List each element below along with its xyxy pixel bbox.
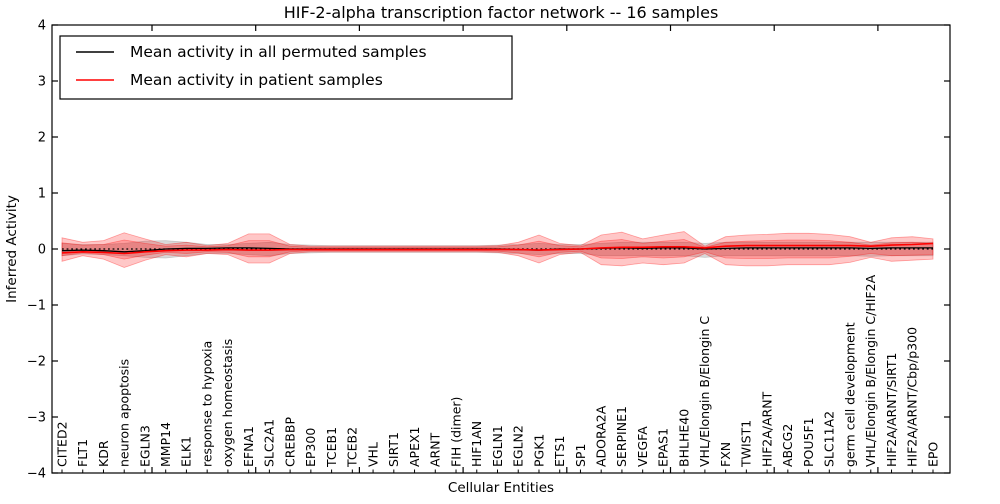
- x-category-label: EPAS1: [656, 428, 671, 467]
- x-category-label: FLT1: [75, 439, 90, 467]
- x-category-label: TCEB1: [324, 427, 339, 468]
- x-category-label: ELK1: [179, 436, 194, 467]
- y-tick-label: −1: [27, 299, 46, 314]
- x-category-label: EGLN1: [490, 425, 505, 467]
- x-category-label: HIF2A/ARNT: [759, 391, 774, 467]
- x-category-label: ADORA2A: [593, 405, 608, 467]
- x-category-label: ABCG2: [780, 424, 795, 467]
- series-line-patient: [61, 242, 934, 255]
- y-tick-label: −4: [27, 467, 46, 482]
- y-tick-label: 0: [38, 243, 46, 258]
- x-category-label: TWIST1: [739, 420, 754, 468]
- x-category-label: APEX1: [407, 426, 422, 467]
- x-category-label: SLC2A1: [262, 419, 277, 467]
- x-category-label: HIF2A/ARNT/Cbp/p300: [905, 327, 920, 467]
- x-category-label: EGLN2: [510, 425, 525, 467]
- x-category-label: FXN: [718, 442, 733, 467]
- y-tick-label: 3: [38, 75, 46, 90]
- x-category-label: POU5F1: [801, 417, 816, 467]
- x-category-label: germ cell development: [842, 322, 857, 467]
- x-category-label: HIF2A/ARNT/SIRT1: [884, 353, 899, 467]
- y-tick-labels: 4 3 2 1 0 −1 −2 −3 −4: [27, 19, 46, 482]
- axis-ticks: [52, 24, 950, 474]
- x-category-label: VEGFA: [635, 426, 650, 467]
- x-category-label: EPO: [925, 442, 940, 467]
- x-category-label: SP1: [573, 444, 588, 467]
- x-category-label: ETS1: [552, 436, 567, 467]
- legend: Mean activity in all permuted samples Me…: [59, 35, 513, 100]
- y-tick-label: 1: [38, 187, 46, 202]
- y-tick-label: −3: [27, 411, 46, 426]
- y-tick-label: 2: [38, 131, 46, 146]
- y-tick-label: −2: [27, 355, 46, 370]
- series-lines: [61, 242, 934, 255]
- x-category-label: VHL/Elongin B/Elongin C/HIF2A: [863, 274, 878, 467]
- legend-label-patient: Mean activity in patient samples: [130, 71, 383, 89]
- legend-frame: [59, 35, 513, 100]
- x-category-label: neuron apoptosis: [116, 359, 131, 467]
- x-category-label: EP300: [303, 428, 318, 467]
- x-category-label: ARNT: [428, 432, 443, 467]
- x-category-label: CREBBP: [282, 417, 297, 467]
- x-category-label: response to hypoxia: [199, 341, 214, 467]
- x-category-label: VHL: [365, 442, 380, 467]
- x-category-label: EFNA1: [241, 426, 256, 467]
- x-category-label: oxygen homeostasis: [220, 339, 235, 467]
- legend-label-permuted: Mean activity in all permuted samples: [130, 43, 427, 61]
- x-category-label: FIH (dimer): [448, 397, 463, 467]
- x-category-label: BHLHE40: [676, 409, 691, 467]
- y-tick-label: 4: [38, 19, 46, 34]
- x-category-label: KDR: [96, 440, 111, 467]
- x-axis-label: Cellular Entities: [448, 480, 554, 496]
- x-category-label: SLC11A2: [822, 411, 837, 467]
- x-category-label: HIF1AN: [469, 421, 484, 467]
- x-category-label: CITED2: [54, 421, 69, 467]
- x-category-label: TCEB2: [345, 427, 360, 468]
- x-category-label: VHL/Elongin B/Elongin C: [697, 316, 712, 467]
- chart-title: HIF-2-alpha transcription factor network…: [284, 3, 719, 22]
- x-category-label: PGK1: [531, 434, 546, 467]
- x-category-labels: CITED2 FLT1 KDR neuron apoptosis EGLN3 MMP14 E…: [54, 274, 940, 468]
- x-category-label: SIRT1: [386, 432, 401, 467]
- x-category-label: EGLN3: [137, 425, 152, 467]
- x-category-label: SERPINE1: [614, 406, 629, 467]
- x-category-label: MMP14: [158, 422, 173, 467]
- y-axis-label: Inferred Activity: [4, 195, 20, 303]
